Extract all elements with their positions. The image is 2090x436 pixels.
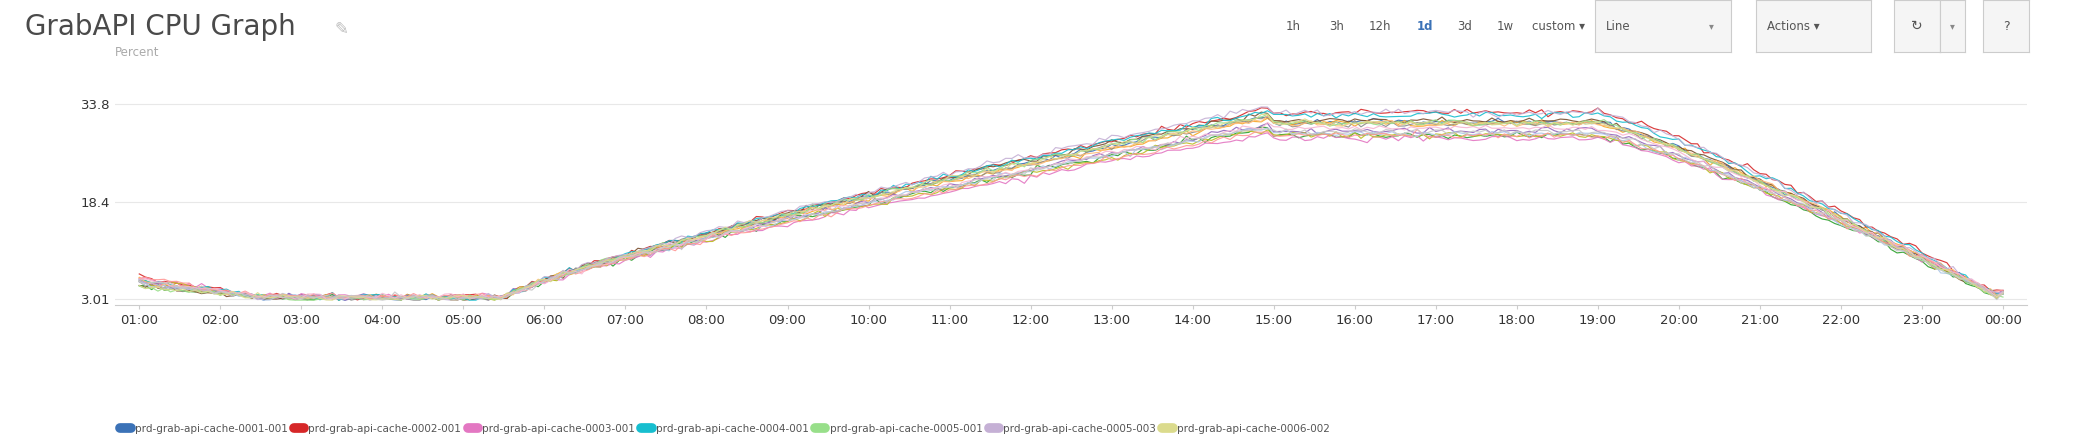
Text: 3h: 3h bbox=[1329, 20, 1344, 33]
Text: 3d: 3d bbox=[1457, 20, 1471, 33]
Text: ▾: ▾ bbox=[1710, 21, 1714, 31]
Text: ▾: ▾ bbox=[1950, 21, 1954, 31]
Text: Percent: Percent bbox=[115, 46, 159, 59]
Text: 1w: 1w bbox=[1496, 20, 1513, 33]
Text: 1h: 1h bbox=[1285, 20, 1300, 33]
Text: Actions ▾: Actions ▾ bbox=[1766, 20, 1820, 33]
Text: 12h: 12h bbox=[1369, 20, 1392, 33]
Text: ?: ? bbox=[2002, 20, 2011, 33]
Text: ✎: ✎ bbox=[334, 20, 349, 37]
Text: custom ▾: custom ▾ bbox=[1532, 20, 1584, 33]
Text: Line: Line bbox=[1605, 20, 1630, 33]
Text: ↻: ↻ bbox=[1910, 19, 1923, 33]
Text: GrabAPI CPU Graph: GrabAPI CPU Graph bbox=[25, 13, 297, 41]
Text: 1d: 1d bbox=[1417, 20, 1434, 33]
Legend: prd-grab-api-cache-0001-001, prd-grab-api-cache-0001-002, prd-grab-api-cache-000: prd-grab-api-cache-0001-001, prd-grab-ap… bbox=[119, 424, 1329, 436]
